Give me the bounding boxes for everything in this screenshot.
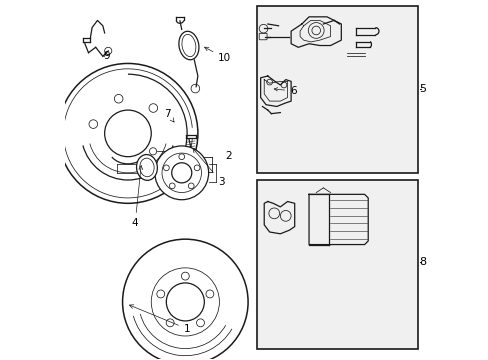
Text: 9: 9 — [103, 51, 109, 61]
Bar — [257, 6, 418, 173]
Ellipse shape — [179, 31, 199, 60]
Circle shape — [122, 239, 247, 360]
Text: 3: 3 — [193, 149, 224, 187]
Text: 4: 4 — [132, 166, 142, 228]
Ellipse shape — [136, 154, 157, 180]
Circle shape — [155, 146, 208, 200]
Ellipse shape — [140, 158, 154, 177]
Text: 2: 2 — [224, 150, 231, 161]
Text: 1: 1 — [129, 305, 190, 334]
Text: 10: 10 — [204, 47, 231, 63]
Text: 5: 5 — [418, 84, 426, 94]
Bar — [257, 180, 418, 348]
Text: 7: 7 — [164, 109, 174, 122]
Text: 6: 6 — [274, 86, 296, 96]
Circle shape — [58, 63, 198, 203]
Ellipse shape — [182, 34, 196, 57]
Text: 8: 8 — [418, 257, 426, 267]
